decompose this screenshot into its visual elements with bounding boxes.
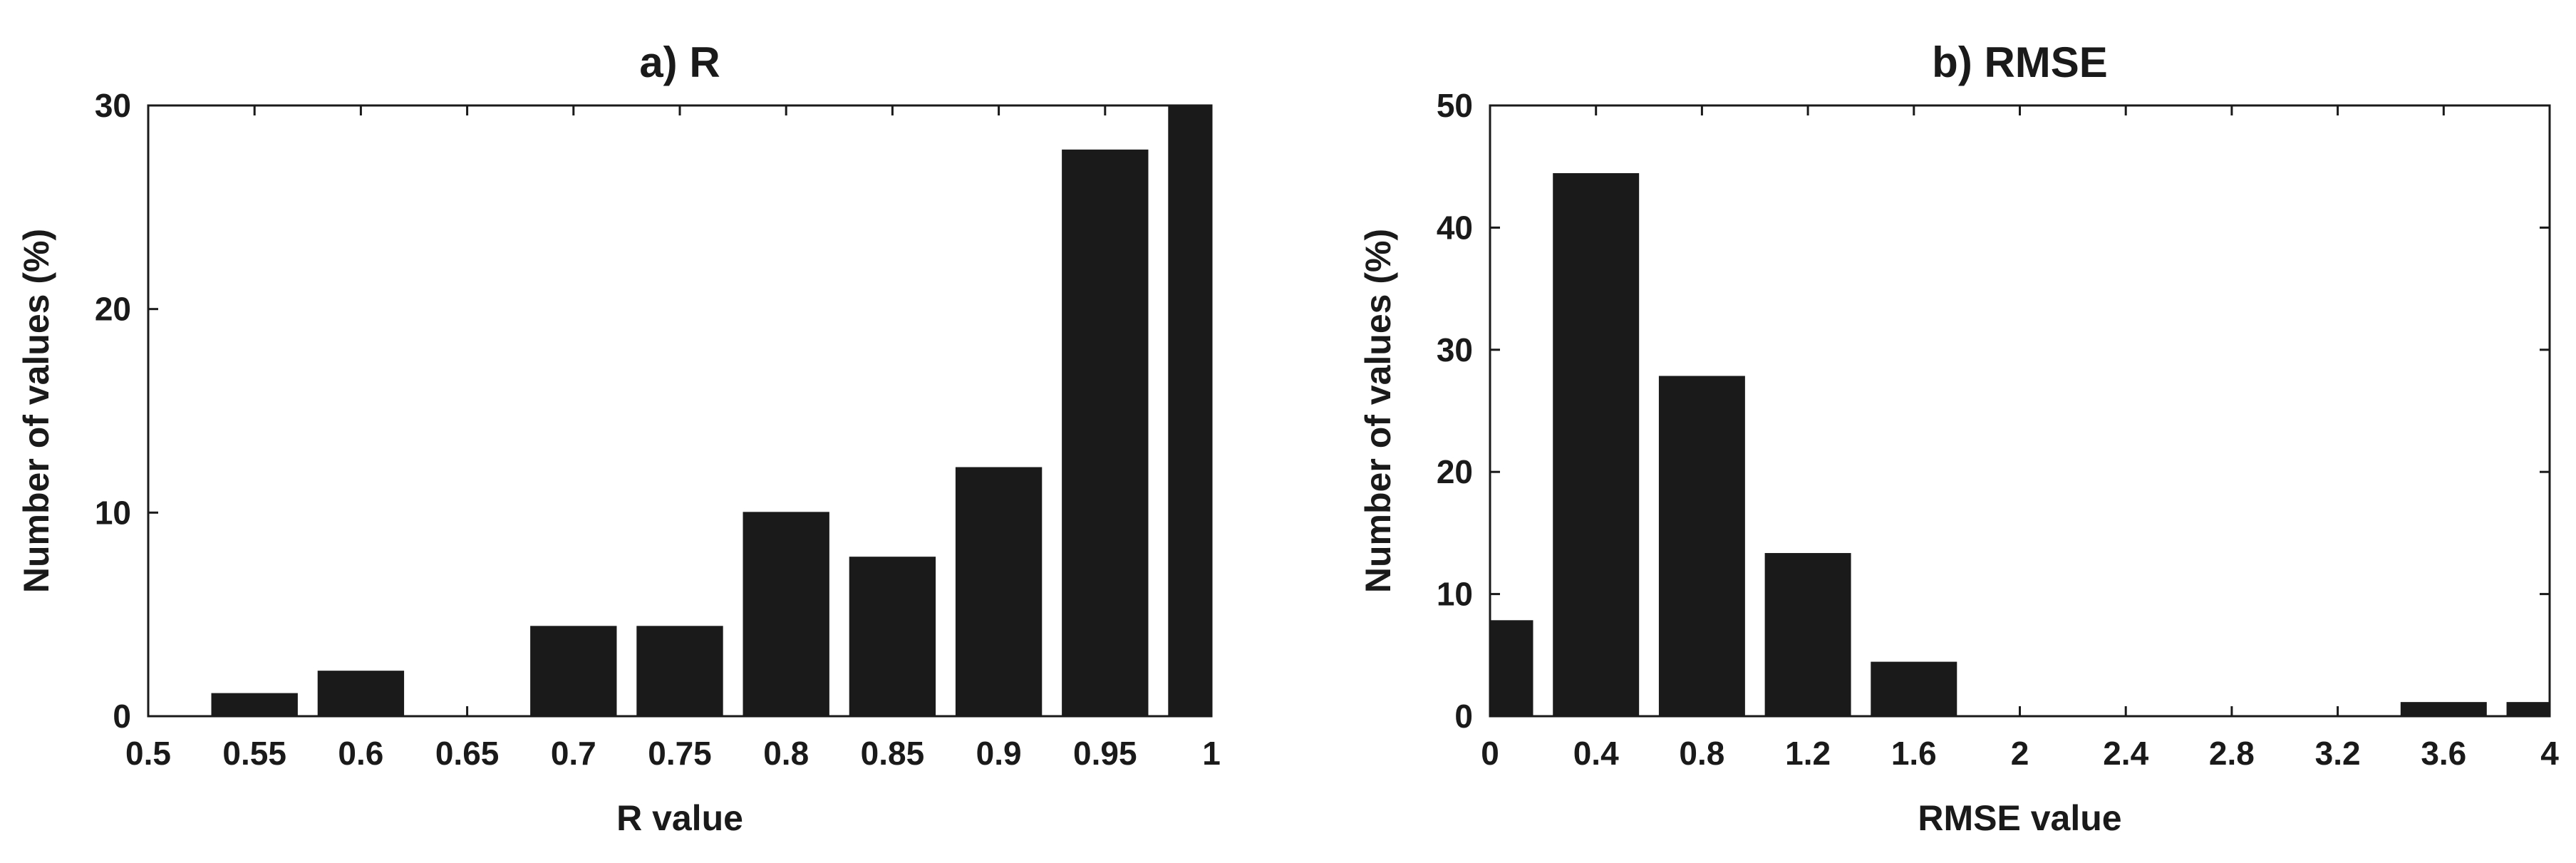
y-tick-label: 20 bbox=[95, 291, 131, 328]
plot-area-r bbox=[147, 104, 1213, 718]
chart-title-r: a) R bbox=[639, 38, 720, 86]
y-ticks-rmse: 0 10 20 30 40 50 bbox=[1437, 87, 2550, 735]
y-tick-label: 0 bbox=[113, 698, 131, 735]
bar-r-7 bbox=[955, 467, 1043, 718]
x-tick-label: 0 bbox=[1481, 735, 1499, 772]
bar-r-3 bbox=[530, 626, 617, 717]
x-tick-label: 1 bbox=[1202, 735, 1221, 772]
y-tick-label: 20 bbox=[1437, 453, 1473, 490]
x-tick-label: 2 bbox=[2011, 735, 2029, 772]
plot-area-rmse bbox=[1489, 104, 2551, 718]
chart-title-rmse: b) RMSE bbox=[1932, 38, 2108, 86]
y-ticks-r: 0 10 20 30 bbox=[95, 87, 1211, 735]
panel-r: a) R 0.5 0.55 0.6 0.65 0.7 0.75 0.8 0.85 0.9 0.95… bbox=[16, 38, 1221, 838]
y-tick-label: 10 bbox=[1437, 576, 1473, 613]
x-tick-label: 0.5 bbox=[125, 735, 171, 772]
x-tick-label: 0.9 bbox=[976, 735, 1022, 772]
x-tick-label: 1.6 bbox=[1891, 735, 1937, 772]
x-tick-label: 2.8 bbox=[2209, 735, 2255, 772]
x-tick-label: 2.4 bbox=[2103, 735, 2148, 772]
x-tick-label: 0.7 bbox=[551, 735, 596, 772]
bar-rmse-0 bbox=[1489, 620, 1533, 717]
bar-rmse-3 bbox=[1764, 553, 1851, 718]
y-tick-label: 10 bbox=[95, 494, 131, 531]
bar-r-4 bbox=[636, 626, 723, 717]
panel-rmse: b) RMSE 0 0.4 0.8 1.2 1.6 2 2.4 2.8 3.2 3.6 4 0 10 2… bbox=[1358, 38, 2559, 838]
bar-rmse-4 bbox=[1871, 661, 1957, 717]
x-tick-label: 3.2 bbox=[2315, 735, 2361, 772]
x-axis-label-rmse: RMSE value bbox=[1918, 798, 2121, 838]
bar-r-5 bbox=[743, 512, 829, 717]
bar-rmse-10 bbox=[2506, 702, 2551, 717]
x-tick-label: 0.8 bbox=[763, 735, 809, 772]
y-tick-label: 40 bbox=[1437, 209, 1473, 246]
x-tick-label: 0.6 bbox=[338, 735, 383, 772]
bar-r-9 bbox=[1168, 105, 1212, 717]
bar-r-6 bbox=[849, 557, 936, 717]
y-tick-label: 30 bbox=[95, 87, 131, 124]
y-tick-label: 30 bbox=[1437, 331, 1473, 368]
x-tick-label: 3.6 bbox=[2421, 735, 2466, 772]
y-tick-label: 0 bbox=[1454, 698, 1473, 735]
y-tick-label: 50 bbox=[1437, 87, 1473, 124]
x-tick-label: 0.8 bbox=[1679, 735, 1724, 772]
bar-rmse-2 bbox=[1658, 376, 1745, 717]
x-tick-label: 0.85 bbox=[861, 735, 925, 772]
x-tick-label: 0.95 bbox=[1073, 735, 1137, 772]
bar-r-8 bbox=[1062, 149, 1149, 717]
bars-rmse bbox=[1489, 172, 2551, 718]
x-tick-label: 1.2 bbox=[1785, 735, 1831, 772]
bars-r bbox=[211, 105, 1212, 718]
x-tick-label: 4 bbox=[2540, 735, 2559, 772]
x-ticks-r: 0.5 0.55 0.6 0.65 0.7 0.75 0.8 0.85 0.9 0.95 1 bbox=[125, 105, 1221, 772]
x-tick-label: 0.4 bbox=[1573, 735, 1619, 772]
x-tick-label: 0.55 bbox=[222, 735, 286, 772]
x-tick-label: 0.75 bbox=[648, 735, 712, 772]
x-axis-label-r: R value bbox=[616, 798, 743, 838]
y-axis-label-rmse: Number of values (%) bbox=[1358, 229, 1398, 593]
y-axis-label-r: Number of values (%) bbox=[16, 229, 56, 593]
x-ticks-rmse: 0 0.4 0.8 1.2 1.6 2 2.4 2.8 3.2 3.6 4 bbox=[1481, 105, 2559, 772]
bar-rmse-1 bbox=[1553, 172, 1640, 717]
x-tick-label: 0.65 bbox=[435, 735, 500, 772]
